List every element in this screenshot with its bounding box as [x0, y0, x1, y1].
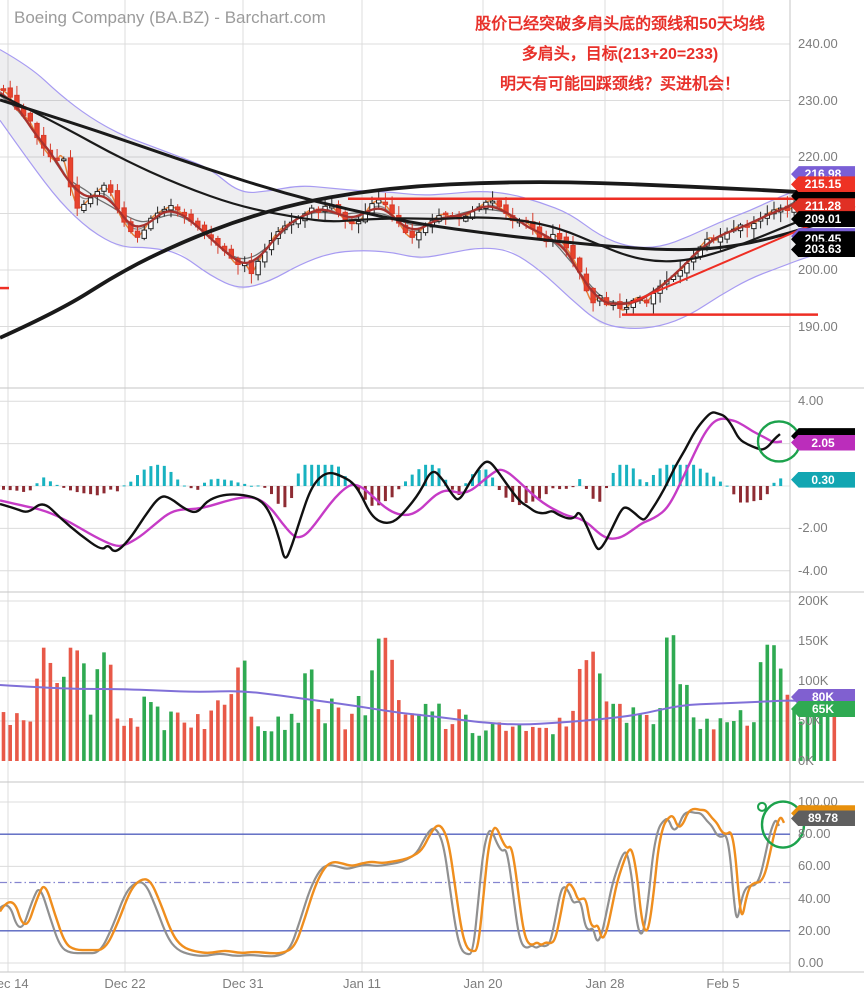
macd-axis-tick: -2.00: [798, 520, 828, 536]
price-axis-tick: 200.00: [798, 262, 838, 277]
date-axis-tick: Dec 14: [0, 976, 29, 991]
stoch-axis-tick: 80.00: [798, 826, 831, 842]
annotation-line-1: 股价已经突破多肩头底的颈线和50天均线: [475, 16, 765, 33]
stoch-axis-tick: 100.00: [798, 794, 838, 809]
date-axis-tick: Dec 22: [104, 976, 146, 991]
volume-value-tag: 65K: [791, 701, 855, 717]
annotation-line-3: 明天有可能回踩颈线？买进机会！: [499, 76, 740, 93]
volume-axis-tick: 150K: [798, 633, 829, 648]
volume-axis-tick: 0K: [798, 753, 814, 768]
stoch-axis-tick: 40.00: [798, 890, 831, 906]
date-axis-tick: Feb 5: [706, 976, 740, 991]
macd-axis-tick: 4.00: [798, 393, 824, 409]
macd-value-tag: 0.30: [791, 471, 855, 488]
stoch-axis-tick: 60.00: [798, 858, 831, 874]
macd-axis-tick: -4.00: [798, 562, 828, 578]
stoch-value-tag: 89.78: [791, 810, 855, 827]
date-axis-tick: Jan 11: [342, 976, 382, 991]
volume-axis-tick: 200K: [798, 593, 829, 608]
date-axis-tick: Jan 28: [585, 976, 625, 991]
price-value-tag: 215.15: [791, 176, 855, 193]
price-axis-tick: 190.00: [798, 318, 838, 334]
macd-value-tag: 2.05: [791, 434, 855, 451]
volume-axis-tick: 100K: [798, 673, 829, 688]
price-axis-tick: 220.00: [798, 149, 838, 164]
price-value-tag: 211.28: [791, 198, 855, 215]
stoch-axis-tick: 20.00: [798, 922, 831, 938]
price-axis-tick: 240.00: [798, 36, 838, 51]
annotation-block: 股价已经突破多肩头底的颈线和50天均线 多肩头，目标(213+20=233) 明…: [445, 10, 795, 100]
date-axis-tick: Jan 20: [463, 976, 503, 991]
price-value-tag: 209.01: [791, 211, 855, 228]
page-title: Boeing Company (BA.BZ) - Barchart.com: [14, 8, 326, 27]
annotation-line-2: 多肩头，目标(213+20=233): [521, 46, 719, 63]
stoch-axis-tick: 0.00: [798, 955, 824, 970]
price-value-tag: 203.63: [791, 241, 855, 258]
date-axis-tick: Dec 31: [222, 976, 264, 991]
price-axis-tick: 230.00: [798, 92, 838, 108]
